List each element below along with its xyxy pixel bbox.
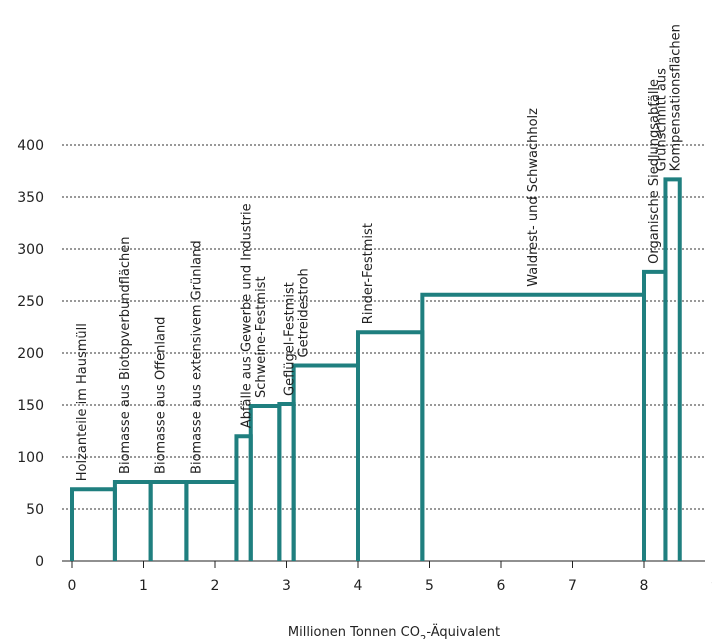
y-tick-label: 50 xyxy=(26,502,44,518)
bar-2 xyxy=(148,479,189,561)
bar-label: Grünschnitt aus xyxy=(654,68,669,171)
bar-5 xyxy=(248,404,282,561)
bar-label: Geflügel-Festmist xyxy=(282,282,297,396)
bar-8 xyxy=(356,330,425,561)
bar-label: Organische Siedlungsabfälle xyxy=(647,79,662,264)
y-tick-label: 250 xyxy=(17,294,44,310)
bar-1 xyxy=(112,479,153,561)
x-tick-label: 1 xyxy=(139,578,148,594)
x-tick-label: 3 xyxy=(282,578,291,594)
x-tick-label: 6 xyxy=(497,578,506,594)
bar-label: Waldrest- und Schwachholz xyxy=(526,108,541,287)
y-tick-label: 100 xyxy=(17,450,44,466)
bar-label: Abfälle aus Gewerbe und Industrie xyxy=(239,203,254,428)
x-axis-title: Millionen Tonnen CO2-Äquivalent xyxy=(288,624,500,639)
x-axis-title-suffix: -Äquivalent xyxy=(426,624,500,639)
bar-3 xyxy=(184,479,239,561)
y-tick-label: 400 xyxy=(17,138,44,154)
y-tick-label: 350 xyxy=(17,190,44,206)
y-tick-label: 200 xyxy=(17,346,44,362)
bar-0 xyxy=(70,487,117,561)
x-tick-label: 8 xyxy=(640,578,649,594)
y-tick-label: 0 xyxy=(35,554,44,570)
bar-label: Schweine-Festmist xyxy=(254,276,269,398)
x-tick-label: 0 xyxy=(68,578,77,594)
x-tick-label: 4 xyxy=(354,578,363,594)
bar-9 xyxy=(420,292,646,561)
bar-label: Holzanteile im Hausmüll xyxy=(75,323,90,481)
bar-7 xyxy=(291,363,360,561)
bar-label: Rinder-Festmist xyxy=(361,223,376,324)
bar-label: Kompensationsflächen xyxy=(668,24,683,171)
bar-4 xyxy=(234,434,253,561)
y-tick-label: 300 xyxy=(17,242,44,258)
bar-10 xyxy=(642,269,668,561)
bar-labels: Holzanteile im Hausmüll Biomasse aus Biot… xyxy=(75,24,683,481)
bars xyxy=(70,177,682,561)
x-axis-ticks: 0123456789 xyxy=(68,561,712,594)
x-axis-title-subscript: 2 xyxy=(420,634,426,639)
gridlines xyxy=(62,144,705,562)
y-tick-label: 150 xyxy=(17,398,44,414)
y-axis-ticks: 0 50 100 150 200 250 300 350 400 xyxy=(17,138,44,570)
x-tick-label: 7 xyxy=(568,578,577,594)
x-tick-label: 2 xyxy=(211,578,220,594)
bar-6 xyxy=(277,401,296,561)
bar-11 xyxy=(663,177,682,561)
bar-label: Biomasse aus extensivem Grünland xyxy=(189,240,204,474)
bar-label: Biomasse aus Offenland xyxy=(154,317,169,474)
x-tick-label: 5 xyxy=(425,578,434,594)
bar-label: Biomasse aus Biotopverbundflächen xyxy=(118,236,133,474)
bar-label: Getreidestroh xyxy=(297,268,312,357)
x-axis-title-main: Millionen Tonnen CO xyxy=(288,625,420,639)
